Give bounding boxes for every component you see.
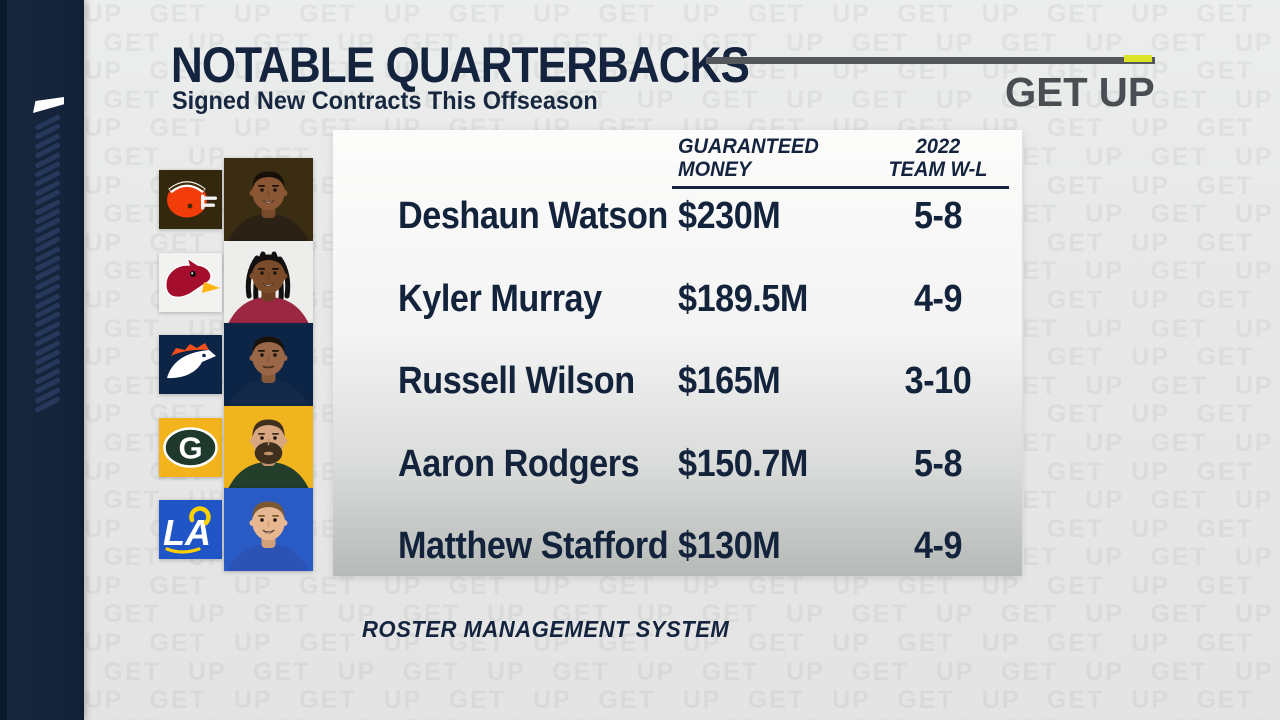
guaranteed-money-value: $150.7M — [678, 442, 808, 485]
title-rule — [706, 55, 1155, 64]
player-headshot — [224, 405, 313, 489]
arizona-cardinals-logo-icon — [159, 252, 222, 312]
los-angeles-rams-logo-icon: LA — [159, 500, 222, 559]
player-name: Deshaun Watson — [398, 195, 668, 237]
team-record-value: 4-9 — [913, 277, 963, 320]
svg-text:LA: LA — [163, 512, 211, 553]
guaranteed-money-value: $189.5M — [678, 277, 808, 320]
watermark-row: GET UP GET UP GET UP GET UP GET UP GET U… — [0, 0, 1280, 28]
guaranteed-money-value: $165M — [678, 360, 781, 402]
watermark-row: GET UP GET UP GET UP GET UP GET UP GET U… — [0, 715, 1280, 720]
column-header-line: TEAM W-L — [888, 158, 988, 181]
footer-label: ROSTER MANAGEMENT SYSTEM — [362, 616, 730, 642]
column-header-line: 2022 — [915, 135, 961, 158]
column-header-line: MONEY — [678, 158, 752, 181]
player-name: Matthew Stafford — [398, 525, 669, 567]
watermark-row: GET UP GET UP GET UP GET UP GET UP GET U… — [0, 600, 1280, 629]
guaranteed-money-value: $230M — [678, 195, 781, 237]
team-record-value: 5-8 — [913, 195, 963, 237]
column-header-guaranteed-money: GUARANTEED MONEY — [678, 135, 819, 181]
svg-text:G: G — [178, 430, 202, 465]
watermark-row: GET UP GET UP GET UP GET UP GET UP GET U… — [0, 629, 1280, 658]
page-subtitle: Signed New Contracts This Offseason — [172, 87, 598, 115]
left-sidebar — [0, 0, 84, 720]
denver-broncos-logo-icon — [159, 335, 222, 394]
cleveland-browns-logo-icon — [159, 170, 222, 229]
watermark-row: GET UP GET UP GET UP GET UP GET UP GET U… — [0, 28, 1280, 57]
player-headshot — [224, 323, 313, 406]
player-name: Aaron Rodgers — [398, 442, 640, 485]
column-header-team-wl: 2022 TEAM W-L — [867, 135, 1010, 181]
team-record-value: 3-10 — [904, 360, 972, 402]
watermark-row: GET UP GET UP GET UP GET UP GET UP GET U… — [0, 571, 1280, 600]
team-record-value: 5-8 — [913, 442, 963, 485]
header-underline — [672, 186, 1009, 189]
player-headshot — [224, 240, 313, 324]
team-record-value: 4-9 — [913, 525, 963, 567]
sidebar-flag-icon — [33, 97, 64, 113]
title-rule-accent — [1124, 55, 1152, 62]
green-bay-packers-logo-icon: G — [159, 417, 222, 477]
watermark-row: GET UP GET UP GET UP GET UP GET UP GET U… — [0, 657, 1280, 686]
player-name: Kyler Murray — [398, 277, 602, 320]
table-panel — [333, 130, 1022, 576]
watermark-row: GET UP GET UP GET UP GET UP GET UP GET U… — [0, 85, 1280, 114]
watermark-row: GET UP GET UP GET UP GET UP GET UP GET U… — [0, 686, 1280, 715]
player-name: Russell Wilson — [398, 360, 635, 402]
guaranteed-money-value: $130M — [678, 525, 781, 567]
column-header-line: GUARANTEED — [678, 135, 819, 158]
show-logo: GET UP — [1005, 69, 1155, 115]
player-headshot — [224, 488, 313, 571]
page-title: NOTABLE QUARTERBACKS — [171, 37, 750, 93]
player-headshot — [224, 158, 313, 241]
